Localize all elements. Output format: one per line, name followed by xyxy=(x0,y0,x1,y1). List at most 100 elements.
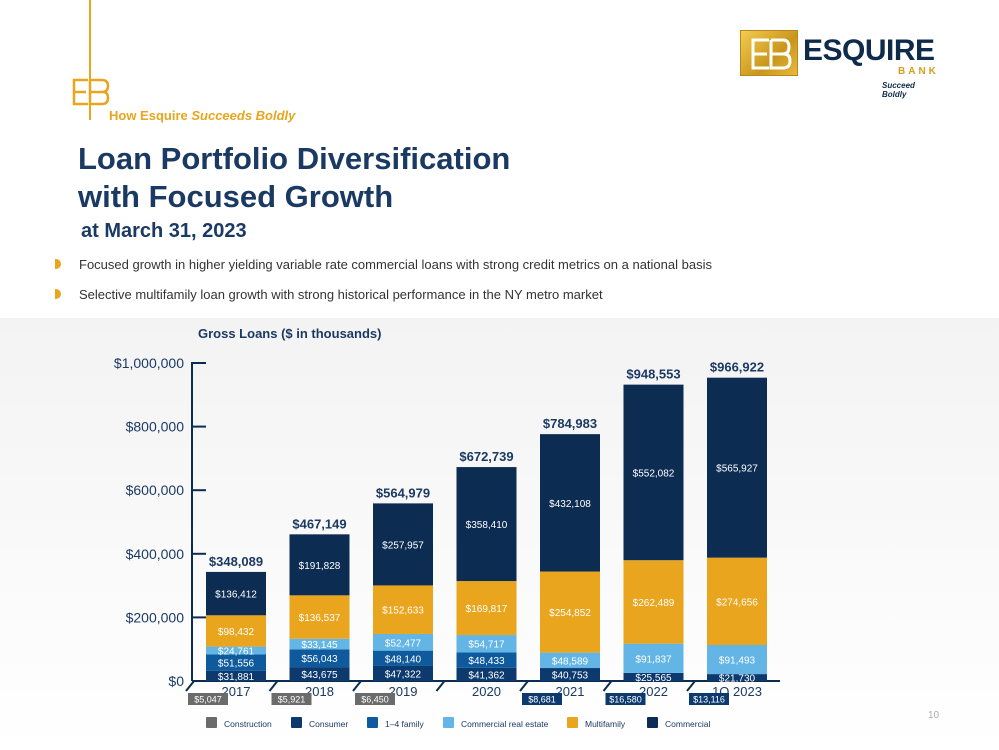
bar-segment xyxy=(623,672,684,681)
accent-vertical-line xyxy=(89,0,91,120)
bar-value-label: $257,957 xyxy=(382,540,424,551)
eyebrow-prefix: How Esquire xyxy=(109,108,192,123)
bar-segment xyxy=(206,571,266,616)
legend-label: 1–4 family xyxy=(385,719,424,729)
bar-segment xyxy=(707,674,767,681)
bar-value-label: $191,828 xyxy=(299,561,341,572)
bar-segment xyxy=(206,615,266,647)
bullet-item: Focused growth in higher yielding variab… xyxy=(55,256,712,286)
eyebrow-emphasis: Succeeds Boldly xyxy=(191,108,296,123)
construction-badge xyxy=(689,693,729,705)
bar-value-label: $40,753 xyxy=(552,671,589,682)
bar-segment xyxy=(289,595,350,639)
bar-value-label: $21,730 xyxy=(719,674,756,685)
bar-value-label: $31,881 xyxy=(218,672,255,683)
x-tick-mark xyxy=(519,680,529,692)
construction-badge-label: $8,681 xyxy=(528,695,556,705)
title-line-2: with Focused Growth xyxy=(78,179,394,214)
bar-total-label: $966,922 xyxy=(710,360,764,375)
y-tick-label: $400,000 xyxy=(126,546,185,562)
bar-segment xyxy=(707,377,767,558)
construction-badge-label: $5,047 xyxy=(194,695,222,705)
bar-total-label: $348,089 xyxy=(209,554,263,569)
bar-segment xyxy=(373,503,433,586)
bar-segment xyxy=(206,646,266,655)
legend-label: Construction xyxy=(224,719,272,729)
bar-segment xyxy=(289,649,350,668)
construction-badge xyxy=(188,693,228,705)
legend-swatch xyxy=(291,717,302,728)
gross-loans-chart: Gross Loans ($ in thousands) $0 $200,000 $4… xyxy=(114,326,780,729)
legend-swatch xyxy=(443,717,454,728)
bar-segment xyxy=(540,434,600,572)
bar-value-label: $98,432 xyxy=(218,627,255,638)
bar-segment xyxy=(707,557,767,645)
bullet-text: Focused growth in higher yielding variab… xyxy=(79,257,712,272)
section-eyebrow: How Esquire Succeeds Boldly xyxy=(109,108,295,123)
x-tick-mark xyxy=(352,680,362,692)
x-tick-label: 2022 xyxy=(639,684,668,699)
bar-segment xyxy=(456,581,517,636)
legend-swatch xyxy=(567,717,578,728)
bar-segment xyxy=(373,585,433,634)
bar-value-label: $152,633 xyxy=(382,606,424,617)
x-tick-mark xyxy=(686,680,696,692)
logo-eb-icon xyxy=(751,38,792,70)
x-tick-mark xyxy=(435,680,446,692)
eb-monogram-icon xyxy=(72,78,110,106)
x-tick-label: 2020 xyxy=(472,684,501,699)
bar-segment xyxy=(373,633,433,651)
bar-value-label: $169,817 xyxy=(466,604,508,615)
legend-swatch xyxy=(647,717,658,728)
construction-badge xyxy=(522,693,562,705)
construction-badge-label: $16,580 xyxy=(609,695,642,705)
bar-total-label: $467,149 xyxy=(292,516,346,531)
legend-label: Multifamily xyxy=(585,719,626,729)
title-line-1: Loan Portfolio Diversification xyxy=(78,141,511,176)
y-tick-label: $200,000 xyxy=(126,609,185,625)
legend-label: Commercial real estate xyxy=(461,719,549,729)
logo-tagline: Succeed Boldly xyxy=(882,81,915,99)
bar-value-label: $47,322 xyxy=(385,669,422,680)
y-tick-label: $0 xyxy=(168,673,184,689)
bar-segment xyxy=(206,654,266,671)
bar-segment xyxy=(373,665,433,681)
bar-total-label: $672,739 xyxy=(459,449,513,464)
esquire-bank-logo: ESQUIRE BANK Succeed Boldly xyxy=(740,30,940,99)
bullet-item: Selective multifamily loan growth with s… xyxy=(55,286,712,316)
bar-segment xyxy=(289,638,350,650)
bar-total-label: $948,553 xyxy=(626,367,680,382)
bar-value-label: $136,537 xyxy=(299,613,341,624)
legend-swatch xyxy=(206,717,217,728)
legend-label: Commercial xyxy=(665,719,710,729)
construction-badge-label: $6,450 xyxy=(361,695,389,705)
y-tick-label: $800,000 xyxy=(126,419,185,435)
bar-value-label: $552,082 xyxy=(633,468,675,479)
bar-value-label: $48,589 xyxy=(552,656,589,667)
x-tick-mark xyxy=(185,680,195,692)
bar-value-label: $274,656 xyxy=(716,597,758,608)
x-tick-label: 2017 xyxy=(222,684,251,699)
x-tick-label: 2019 xyxy=(389,684,418,699)
bar-value-label: $262,489 xyxy=(633,598,675,609)
bar-segment xyxy=(206,670,266,681)
y-tick-label: $600,000 xyxy=(126,482,185,498)
bar-value-label: $56,043 xyxy=(301,654,338,665)
logo-bank-text: BANK xyxy=(898,66,939,77)
bar-value-label: $51,556 xyxy=(218,659,255,670)
bar-segment xyxy=(456,652,517,668)
page-number: 10 xyxy=(928,710,940,721)
construction-badge-label: $5,921 xyxy=(278,695,306,705)
bar-segment xyxy=(373,650,433,666)
bar-value-label: $52,477 xyxy=(385,638,422,649)
construction-badge xyxy=(605,693,646,705)
legend-label: Consumer xyxy=(309,719,348,729)
x-tick-label: 2018 xyxy=(305,684,334,699)
x-tick-mark xyxy=(602,680,613,692)
bar-segment xyxy=(540,668,600,681)
x-tick-label: 2021 xyxy=(556,684,585,699)
construction-badge-label: $13,116 xyxy=(693,695,725,705)
bar-segment xyxy=(623,384,684,561)
bar-segment xyxy=(456,467,517,582)
bar-value-label: $33,145 xyxy=(301,640,338,651)
